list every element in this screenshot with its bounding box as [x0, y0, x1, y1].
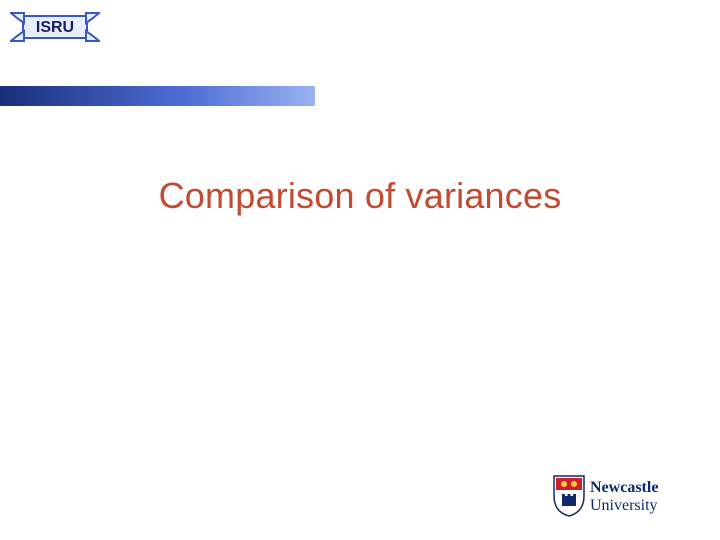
slide-title: Comparison of variances — [0, 175, 720, 217]
isru-logo-text: ISRU — [36, 19, 74, 36]
newcastle-university-logo: Newcastle University — [552, 472, 692, 522]
isru-ribbon-icon: ISRU — [10, 10, 100, 44]
university-logo-icon: Newcastle University — [552, 472, 692, 522]
isru-logo: ISRU — [10, 10, 100, 44]
gradient-bar — [0, 86, 315, 106]
university-name-line2: University — [590, 497, 658, 514]
slide: ISRU Comparison of variances Newcastle U… — [0, 0, 720, 540]
university-name-line1: Newcastle — [590, 479, 658, 496]
